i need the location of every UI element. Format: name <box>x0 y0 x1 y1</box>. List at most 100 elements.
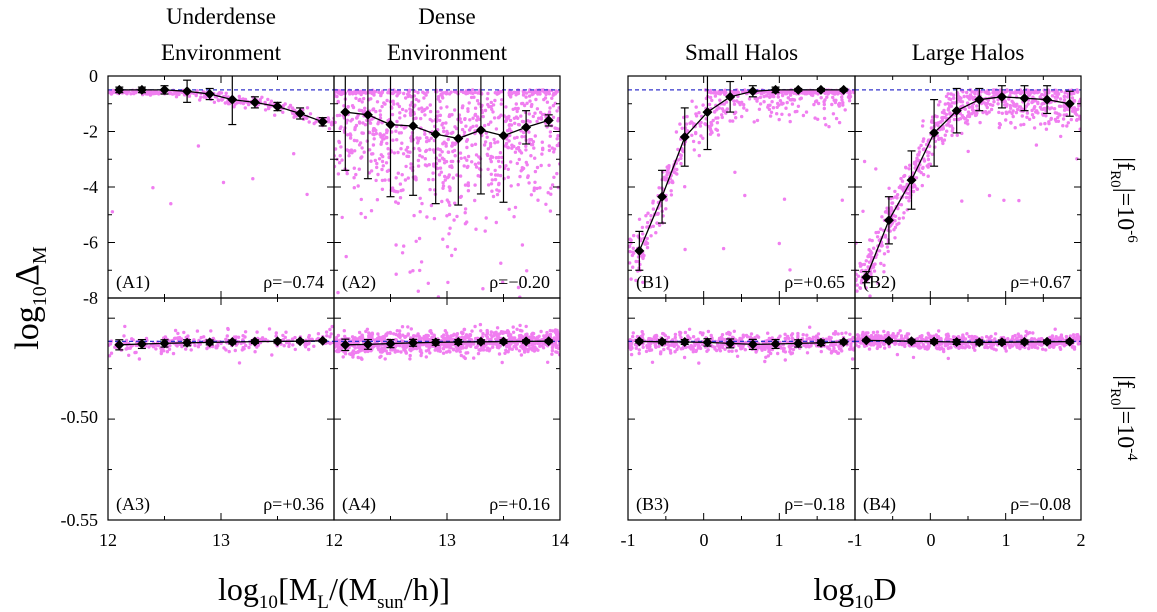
scatter-point <box>488 141 493 146</box>
scatter-point <box>550 96 554 101</box>
data-point-marker <box>543 336 554 347</box>
scatter-point <box>860 263 864 267</box>
scatter-point <box>1011 109 1015 113</box>
scatter-point <box>544 92 548 97</box>
scatter-point <box>788 93 793 97</box>
scatter-point <box>1027 117 1032 122</box>
scatter-point <box>997 110 1001 115</box>
scatter-point <box>939 120 943 124</box>
scatter-point <box>504 118 509 123</box>
scatter-point <box>1015 107 1020 112</box>
scatter-point <box>691 350 695 354</box>
scatter-point <box>628 261 632 265</box>
scatter-point <box>437 158 441 163</box>
scatter-point <box>385 135 389 140</box>
scatter-point <box>465 138 470 142</box>
data-point-marker <box>996 91 1007 102</box>
scatter-point <box>675 347 679 352</box>
scatter-point <box>431 171 435 175</box>
scatter-point <box>517 349 522 353</box>
scatter-point <box>400 107 405 112</box>
panel-label: (B3) <box>636 494 669 515</box>
scatter-point <box>970 104 974 108</box>
scatter-point <box>458 151 463 155</box>
scatter-point <box>424 333 428 338</box>
scatter-point <box>445 176 450 180</box>
scatter-point <box>721 109 726 113</box>
panel-B1: (B1) ρ=+0.65 <box>627 75 856 299</box>
column-title: Small Halos <box>685 40 798 65</box>
scatter-point <box>1024 104 1029 108</box>
scatter-point <box>455 332 460 336</box>
mean-line <box>865 96 1070 278</box>
scatter-point <box>205 346 209 351</box>
scatter-point <box>266 97 270 102</box>
scatter-point <box>862 159 867 164</box>
scatter-point <box>235 342 239 346</box>
scatter-point <box>402 91 406 96</box>
scatter-point <box>387 168 391 172</box>
scatter-point <box>629 345 634 349</box>
scatter-point <box>389 348 393 352</box>
scatter-point <box>556 116 560 121</box>
panel-content <box>108 324 334 365</box>
scatter-point <box>735 99 739 103</box>
scatter-point <box>423 337 428 341</box>
scatter-point <box>431 148 436 152</box>
scatter-point <box>548 106 552 110</box>
scatter-point <box>663 178 668 182</box>
scatter-point <box>555 109 559 113</box>
scatter-point <box>732 99 736 103</box>
scatter-point <box>520 342 524 347</box>
scatter-point <box>497 189 501 193</box>
scatter-point <box>921 139 925 143</box>
scatter-point <box>856 274 861 278</box>
scatter-point <box>822 102 826 107</box>
scatter-point <box>344 254 348 259</box>
scatter-point <box>987 193 992 198</box>
scatter-point <box>506 333 511 338</box>
scatter-point <box>414 97 418 102</box>
scatter-point <box>831 95 835 100</box>
scatter-point <box>675 167 679 172</box>
scatter-point <box>486 183 491 187</box>
scatter-point <box>364 91 368 95</box>
scatter-point <box>837 102 841 107</box>
scatter-point <box>416 289 420 293</box>
scatter-point <box>791 337 795 342</box>
scatter-point <box>463 156 467 160</box>
scatter-point <box>445 129 449 134</box>
scatter-point <box>1043 91 1048 95</box>
scatter-point <box>484 216 488 220</box>
scatter-point <box>492 331 496 335</box>
scatter-point <box>655 221 659 225</box>
scatter-point <box>629 277 633 281</box>
data-point-marker <box>430 337 441 348</box>
scatter-point <box>398 196 403 200</box>
scatter-point <box>432 164 436 168</box>
scatter-point <box>732 329 736 333</box>
scatter-point <box>441 186 445 190</box>
scatter-point <box>645 225 649 229</box>
scatter-point <box>919 143 923 148</box>
scatter-point <box>282 344 286 348</box>
scatter-point <box>329 332 333 336</box>
scatter-point <box>225 334 229 338</box>
scatter-point <box>454 349 459 353</box>
scatter-point <box>524 91 529 95</box>
scatter-point <box>394 200 398 204</box>
scatter-point <box>227 349 231 354</box>
scatter-point <box>547 144 551 148</box>
scatter-point <box>444 91 448 95</box>
scatter-point <box>816 117 820 122</box>
scatter-point <box>374 178 378 183</box>
scatter-point <box>438 118 442 123</box>
scatter-point <box>921 172 926 177</box>
scatter-point <box>1047 90 1051 95</box>
scatter-point <box>312 121 316 126</box>
scatter-point <box>349 119 353 123</box>
scatter-point <box>463 207 468 211</box>
correlation-label: ρ=−0.20 <box>489 272 550 292</box>
scatter-point <box>1010 99 1014 104</box>
scatter-point <box>465 158 469 162</box>
